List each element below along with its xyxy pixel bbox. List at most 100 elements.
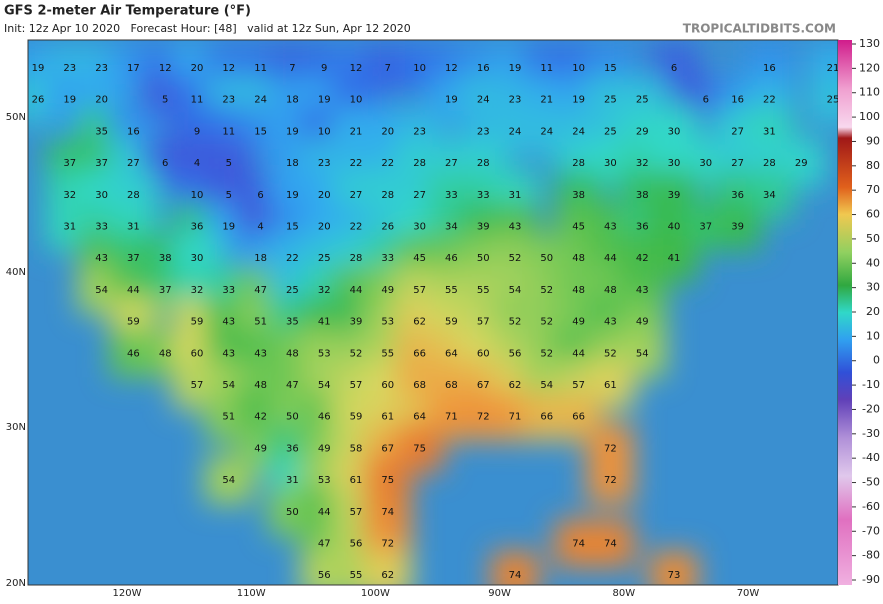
temperature-label: 74 [604, 539, 617, 550]
subtitle: Init: 12z Apr 10 2020 Forecast Hour: [48… [4, 22, 411, 35]
temperature-label: 29 [636, 126, 649, 137]
temperature-label: 27 [445, 158, 458, 169]
temperature-label: 49 [318, 443, 331, 454]
temperature-label: 57 [477, 317, 490, 328]
temperature-label: 37 [159, 285, 172, 296]
temperature-label: 24 [540, 126, 553, 137]
temperature-label: 16 [477, 63, 490, 74]
temperature-label: 34 [763, 190, 776, 201]
temperature-label: 38 [572, 190, 585, 201]
temperature-label: 9 [194, 126, 200, 137]
temperature-label: 22 [381, 158, 394, 169]
temperature-label: 22 [350, 222, 363, 233]
temperature-label: 44 [604, 253, 617, 264]
colorbar-label: -10 [862, 378, 880, 391]
lon-label: 80W [612, 588, 635, 599]
temperature-label: 59 [350, 412, 363, 423]
temperature-label: 15 [604, 63, 617, 74]
temperature-label: 28 [350, 253, 363, 264]
temperature-label: 36 [286, 443, 299, 454]
temperature-label: 11 [540, 63, 553, 74]
temperature-label: 11 [254, 63, 267, 74]
colorbar-label: 60 [866, 208, 880, 221]
temperature-label: 48 [159, 348, 172, 359]
temperature-label: 48 [286, 348, 299, 359]
temperature-label: 52 [350, 348, 363, 359]
temperature-label: 43 [95, 253, 108, 264]
temperature-label: 19 [286, 126, 299, 137]
lon-label: 90W [488, 588, 511, 599]
temperature-label: 66 [572, 412, 585, 423]
temperature-label: 62 [413, 317, 426, 328]
temperature-label: 64 [445, 348, 458, 359]
colorbar-label: 10 [866, 329, 880, 342]
temperature-label: 49 [254, 443, 267, 454]
temperature-label: 12 [222, 63, 235, 74]
temperature-label: 47 [286, 380, 299, 391]
temperature-label: 22 [286, 253, 299, 264]
temperature-label: 18 [286, 158, 299, 169]
temperature-label: 18 [286, 95, 299, 106]
temperature-label: 45 [413, 253, 426, 264]
temperature-label: 75 [413, 443, 426, 454]
temperature-label: 17 [127, 63, 140, 74]
colorbar-label: 130 [859, 37, 880, 50]
temperature-label: 60 [191, 348, 204, 359]
temperature-label: 52 [604, 348, 617, 359]
temperature-label: 25 [604, 95, 617, 106]
temperature-label: 19 [286, 190, 299, 201]
colorbar-label: -50 [862, 476, 880, 489]
temperature-label: 21 [827, 63, 840, 74]
temperature-label: 12 [159, 63, 172, 74]
temperature-label: 24 [477, 95, 490, 106]
temperature-label: 30 [668, 126, 681, 137]
temperature-label: 59 [127, 317, 140, 328]
temperature-label: 72 [604, 475, 617, 486]
temperature-label: 72 [604, 443, 617, 454]
temperature-label: 33 [477, 190, 490, 201]
temperature-cell [809, 75, 838, 124]
temperature-label: 62 [381, 570, 394, 581]
temperature-label: 29 [795, 158, 808, 169]
temperature-label: 68 [413, 380, 426, 391]
temperature-label: 72 [381, 539, 394, 550]
temperature-label: 50 [286, 507, 299, 518]
temperature-label: 19 [32, 63, 45, 74]
temperature-label: 21 [350, 126, 363, 137]
colorbar-label: 110 [859, 86, 880, 99]
temperature-labels: 19 23 23 17 12 20 12 11 7 9 12 7 10 12 16 19 11 10 15 6 16 21… [32, 63, 840, 581]
temperature-label: 47 [254, 285, 267, 296]
temperature-label: 48 [572, 285, 585, 296]
temperature-label: 28 [127, 190, 140, 201]
temperature-label: 28 [763, 158, 776, 169]
temperature-label: 5 [226, 158, 232, 169]
temperature-label: 20 [381, 126, 394, 137]
temperature-label: 10 [413, 63, 426, 74]
temperature-label: 12 [445, 63, 458, 74]
colorbar-label: -20 [862, 402, 880, 415]
temperature-label: 57 [413, 285, 426, 296]
temperature-label: 23 [222, 95, 235, 106]
temperature-label: 6 [703, 95, 709, 106]
temperature-label: 52 [540, 285, 553, 296]
temperature-label: 43 [254, 348, 267, 359]
temperature-label: 60 [381, 380, 394, 391]
temperature-label: 74 [572, 539, 585, 550]
colorbar-label: 100 [859, 110, 880, 123]
colorbar-label: 40 [866, 256, 880, 269]
temperature-label: 33 [445, 190, 458, 201]
temperature-label: 54 [540, 380, 553, 391]
temperature-label: 24 [509, 126, 522, 137]
temperature-label: 25 [318, 253, 331, 264]
temperature-label: 33 [222, 285, 235, 296]
temperature-label: 11 [222, 126, 235, 137]
temperature-cell [491, 551, 539, 585]
temperature-label: 11 [191, 95, 204, 106]
colorbar-label: 70 [866, 183, 880, 196]
temperature-label: 21 [540, 95, 553, 106]
temperature-label: 53 [318, 348, 331, 359]
temperature-label: 57 [572, 380, 585, 391]
temperature-label: 34 [445, 222, 458, 233]
temperature-cell [204, 456, 253, 505]
brand: TROPICALTIDBITS.COM [683, 22, 836, 36]
